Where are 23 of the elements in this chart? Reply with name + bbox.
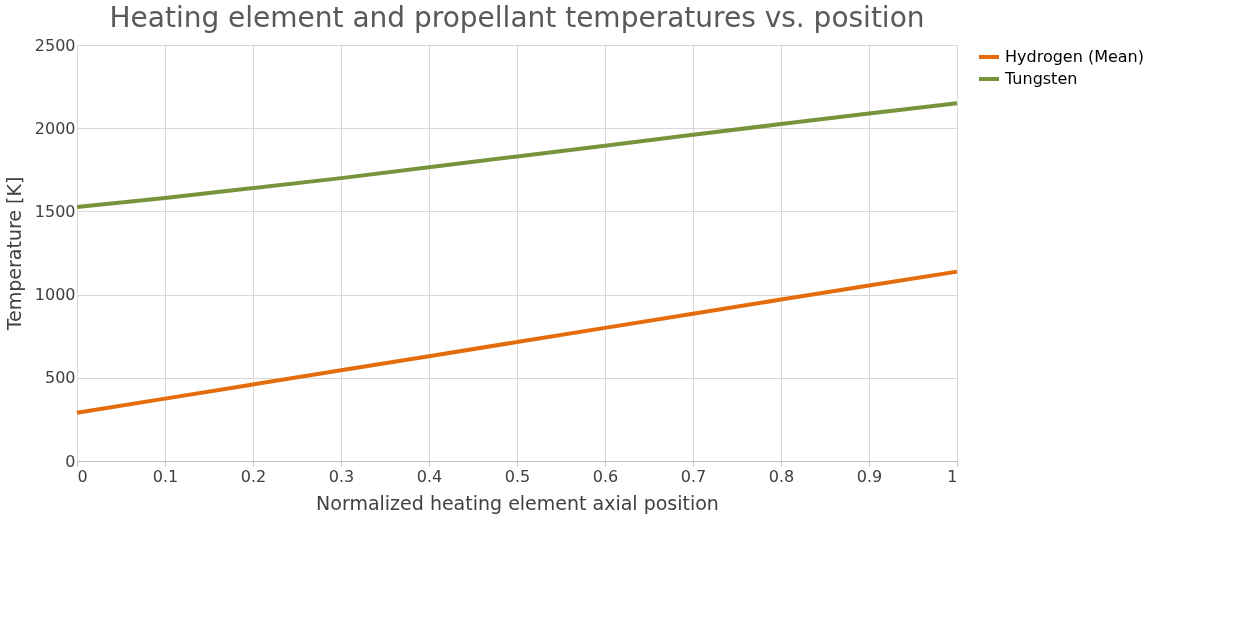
x-tick-label: 0.4 (416, 466, 443, 486)
x-tick-label: 0.2 (240, 466, 267, 486)
line-series (75, 269, 959, 415)
y-axis-title: Temperature [K] (2, 176, 25, 332)
x-tick-label: 0.3 (328, 466, 355, 486)
y-tick-label: 500 (44, 368, 76, 388)
y-tick-label: 0 (65, 451, 76, 471)
chart-title: Heating element and propellant temperatures vs. position (109, 1, 925, 34)
x-tick-label: 1 (947, 466, 958, 486)
legend-label: Hydrogen (Mean) (1005, 47, 1144, 66)
x-tick-label: 0.8 (768, 466, 795, 486)
x-tick-label: 0.7 (680, 466, 707, 486)
line-series (75, 101, 959, 210)
y-tick-label: 2500 (34, 35, 76, 55)
y-tick-label: 1500 (34, 201, 76, 221)
x-axis-title: Normalized heating element axial position (316, 491, 719, 514)
x-tick-label: 0.9 (856, 466, 883, 486)
legend-label: Tungsten (1004, 69, 1078, 88)
y-tick-label: 1000 (34, 285, 76, 305)
x-tick-label: 0.5 (504, 466, 531, 486)
x-tick-label: 0.6 (592, 466, 619, 486)
x-tick-label: 0.1 (152, 466, 179, 486)
y-tick-label: 2000 (34, 118, 76, 138)
